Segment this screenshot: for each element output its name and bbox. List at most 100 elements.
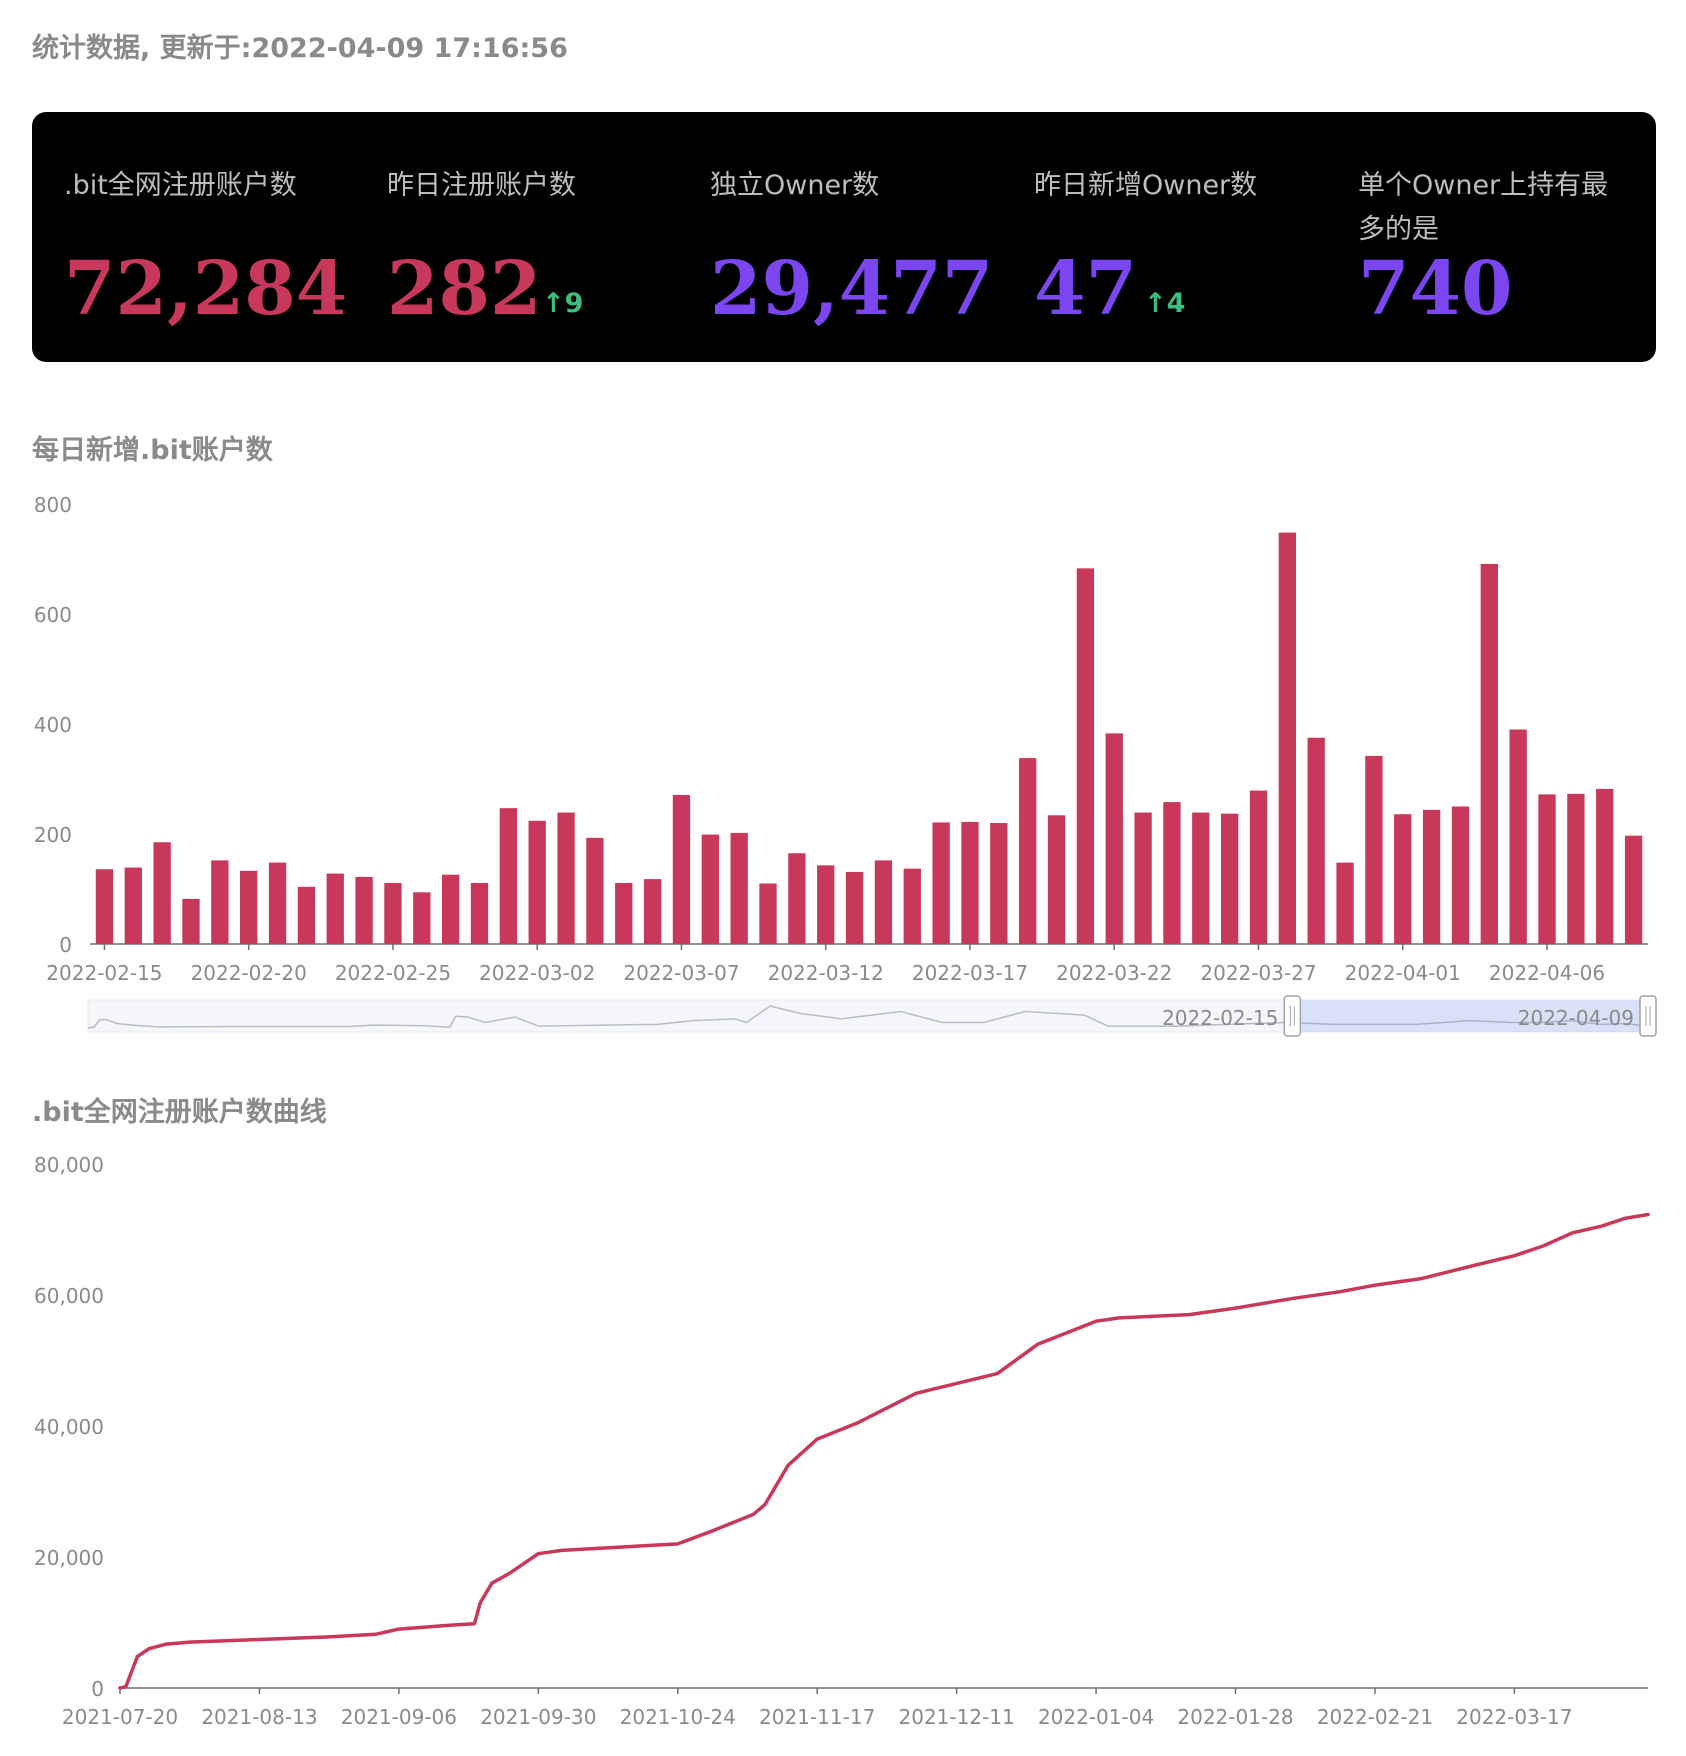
bar [499,808,518,944]
bar [1134,812,1152,944]
bar [1019,758,1037,944]
bar [182,898,200,944]
x-tick-label: 2021-11-17 [759,1705,875,1729]
bar [1596,788,1614,944]
bar [413,892,431,944]
stat-new-owners-delta: ↑4 [1144,288,1186,319]
stat-yesterday-accounts-label: 昨日注册账户数 [387,170,576,201]
bar [441,874,460,944]
stat-yesterday-accounts-value: 282 [387,246,542,332]
y-tick-label: 600 [34,603,72,627]
bar [1567,793,1585,944]
y-tick-label: 60,000 [34,1284,104,1308]
y-tick-label: 40,000 [34,1415,104,1439]
x-tick-label: 2022-03-17 [1456,1705,1572,1729]
stat-max-per-owner-value: 740 [1358,246,1513,332]
cumulative-chart-title: .bit全网注册账户数曲线 [32,1097,327,1128]
bar [1076,568,1095,944]
stat-max-per-owner-label: 单个Owner上持有最多的是 [1358,170,1609,245]
x-tick-label: 2022-01-28 [1177,1705,1293,1729]
daily-chart-title: 每日新增.bit账户数 [32,435,273,466]
bar [1336,862,1354,944]
x-tick-label: 2022-03-02 [479,961,595,985]
x-tick-label: 2021-09-06 [341,1705,457,1729]
bar [990,823,1008,944]
bar [1192,812,1210,944]
x-tick-label: 2022-04-01 [1345,961,1461,985]
cumulative-series-line [118,1212,1650,1690]
bar [1278,532,1297,944]
bar [1163,802,1181,944]
x-tick-label: 2022-01-04 [1038,1705,1154,1729]
bar [1307,737,1325,944]
bar [1105,733,1123,944]
y-tick-label: 400 [34,713,72,737]
bar [557,812,575,944]
daily-new-accounts-chart: 0 200 400 600 800 2022-02-15 2022-02-20 2022-02… [34,493,1657,1037]
bar [903,868,921,944]
x-tick-label: 2021-09-30 [480,1705,596,1729]
stat-unique-owners-label: 独立Owner数 [710,170,880,201]
bar [1394,814,1412,944]
bar [211,860,229,944]
bar [1538,794,1556,944]
stats-panel: .bit全网注册账户数 72,284 昨日注册账户数 282 ↑9 独立Owne… [32,112,1656,362]
zoom-slider-preview-line [87,1005,1649,1029]
bar [1624,835,1643,944]
bar [268,862,287,944]
x-tick-label: 2022-03-12 [768,961,884,985]
bar [874,860,893,944]
y-tick-label: 0 [91,1677,104,1701]
zoom-slider-start-label: 2022-02-15 [1162,1006,1278,1030]
bar [1365,755,1383,944]
x-tick-label: 2021-12-11 [899,1705,1015,1729]
x-tick-label: 2022-02-25 [335,961,451,985]
zoom-slider-end-handle[interactable] [1639,995,1657,1037]
bar [95,869,114,944]
bar [643,879,662,944]
bar [817,865,835,944]
bar [1047,815,1066,944]
x-tick-label: 2021-10-24 [620,1705,736,1729]
bar [788,853,806,944]
bar [730,832,748,944]
x-tick-label: 2022-03-27 [1200,961,1316,985]
bar [528,820,546,944]
x-tick-label: 2022-04-06 [1489,961,1605,985]
bar [759,883,777,944]
bar [586,837,604,944]
stat-total-accounts-label: .bit全网注册账户数 [64,170,297,201]
stat-unique-owners-value: 29,477 [710,246,994,332]
bar [701,834,719,944]
y-tick-label: 80,000 [34,1153,104,1177]
bar [672,794,691,944]
x-tick-label: 2022-02-21 [1317,1705,1433,1729]
y-tick-label: 200 [34,823,72,847]
zoom-slider-selection [1292,1000,1648,1032]
zoom-slider-end-label: 2022-04-09 [1518,1006,1634,1030]
bar [1509,729,1527,944]
x-tick-label: 2022-03-22 [1056,961,1172,985]
bar [932,822,950,944]
bar [961,821,979,944]
bar [845,871,864,944]
x-tick-label: 2022-03-17 [912,961,1028,985]
stat-new-owners-label: 昨日新增Owner数 [1034,170,1258,201]
stat-new-owners-value: 47 [1034,246,1137,332]
page-title: 统计数据, 更新于:2022-04-09 17:16:56 [32,33,568,64]
bar [1480,563,1498,944]
x-tick-label: 2022-02-15 [46,961,162,985]
zoom-slider-start-handle[interactable] [1283,995,1302,1037]
stat-total-accounts-value: 72,284 [64,246,348,332]
x-tick-label: 2021-08-13 [201,1705,317,1729]
bar [1422,809,1441,944]
bar [326,873,344,944]
cumulative-accounts-chart: 0 20,000 40,000 60,000 80,000 2021-07-20 2021-… [34,1153,1650,1729]
x-tick-label: 2022-03-07 [623,961,739,985]
bar [355,876,373,944]
bar [1249,790,1268,944]
x-tick-label: 2022-02-20 [191,961,307,985]
stat-yesterday-accounts-delta: ↑9 [542,288,584,319]
bar [124,867,142,944]
bar [240,870,258,944]
